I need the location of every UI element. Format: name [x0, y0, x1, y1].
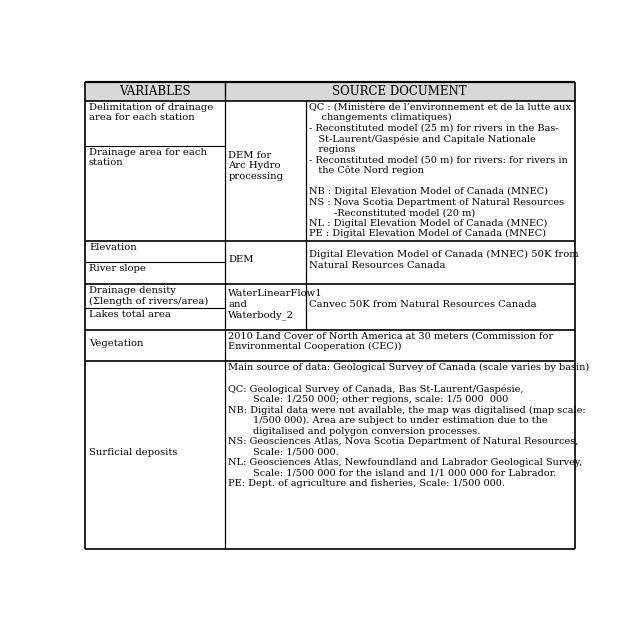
Text: Main source of data: Geological Survey of Canada (scale varies by basin)

QC: Ge: Main source of data: Geological Survey o… [229, 363, 590, 487]
Text: DEM for
Arc Hydro
processing: DEM for Arc Hydro processing [229, 151, 283, 181]
Text: Drainage area for each
station: Drainage area for each station [89, 148, 207, 167]
Text: VARIABLES: VARIABLES [119, 85, 191, 98]
Text: DEM: DEM [229, 255, 254, 264]
Text: SOURCE DOCUMENT: SOURCE DOCUMENT [332, 85, 467, 98]
Text: Drainage density
(Σlength of rivers/area): Drainage density (Σlength of rivers/area… [89, 286, 209, 305]
Text: QC : (Ministère de l’environnement et de la lutte aux
    changements climatique: QC : (Ministère de l’environnement et de… [309, 103, 571, 239]
Text: Elevation: Elevation [89, 242, 137, 251]
Text: Digital Elevation Model of Canada (MNEC) 50K from
Natural Resources Canada: Digital Elevation Model of Canada (MNEC)… [309, 250, 579, 269]
Text: Canvec 50K from Natural Resources Canada: Canvec 50K from Natural Resources Canada [309, 300, 536, 309]
Text: River slope: River slope [89, 264, 146, 273]
Text: Delimitation of drainage
area for each station: Delimitation of drainage area for each s… [89, 103, 213, 122]
Text: Vegetation: Vegetation [89, 339, 144, 348]
Text: Surficial deposits: Surficial deposits [89, 448, 177, 457]
Bar [86, 82, 574, 101]
Text: Lakes total area: Lakes total area [89, 310, 171, 319]
Text: WaterLinearFlow1
and
Waterbody_2: WaterLinearFlow1 and Waterbody_2 [229, 289, 323, 320]
Text: 2010 Land Cover of North America at 30 meters (Commission for
Environmental Coop: 2010 Land Cover of North America at 30 m… [229, 332, 553, 352]
